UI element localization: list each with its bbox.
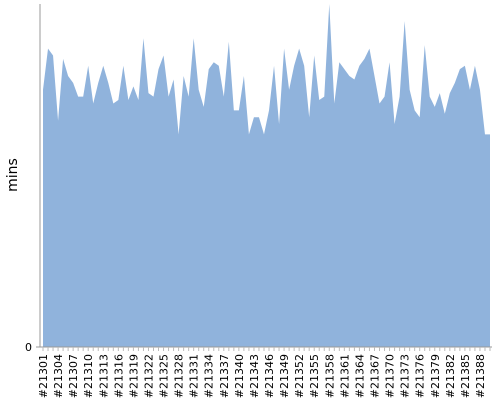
x-tick-label: #21364 — [353, 354, 366, 398]
x-tick-label: #21358 — [323, 354, 336, 398]
x-tick-label: #21382 — [444, 354, 457, 398]
area — [43, 4, 490, 347]
x-tick-label: #21346 — [263, 354, 276, 398]
x-tick-label: #21355 — [308, 354, 321, 398]
x-tick-label: #21316 — [112, 354, 125, 398]
x-tick-label: #21337 — [218, 354, 231, 398]
x-tick-label: #21304 — [52, 354, 65, 398]
x-tick-label: #21379 — [429, 354, 442, 398]
x-tick-label: #21325 — [158, 354, 171, 398]
x-tick-label: #21307 — [67, 354, 80, 398]
x-tick-label: #21361 — [338, 354, 351, 398]
x-tick-label: #21313 — [97, 354, 110, 398]
y-axis-label: mins — [5, 158, 21, 192]
x-tick-label: #21367 — [368, 354, 381, 398]
x-tick-label: #21388 — [474, 354, 487, 398]
x-tick-label: #21322 — [142, 354, 155, 398]
x-tick-label: #21343 — [248, 354, 261, 398]
x-tick-label: #21331 — [188, 354, 201, 398]
x-tick-label: #21385 — [459, 354, 472, 398]
x-tick-label: #21376 — [414, 354, 427, 398]
x-tick-label: #21340 — [233, 354, 246, 398]
x-tick-label: #21328 — [173, 354, 186, 398]
x-tick-label: #21349 — [278, 354, 291, 398]
y-tick-label: 0 — [25, 341, 32, 354]
x-tick-label: #21301 — [37, 354, 50, 398]
x-tick-label: #21334 — [203, 354, 216, 398]
x-tick-label: #21310 — [82, 354, 95, 398]
x-tick-label: #21352 — [293, 354, 306, 398]
x-tick-label: #21373 — [399, 354, 412, 398]
x-tick-label: #21370 — [384, 354, 397, 398]
x-tick-label: #21319 — [127, 354, 140, 398]
